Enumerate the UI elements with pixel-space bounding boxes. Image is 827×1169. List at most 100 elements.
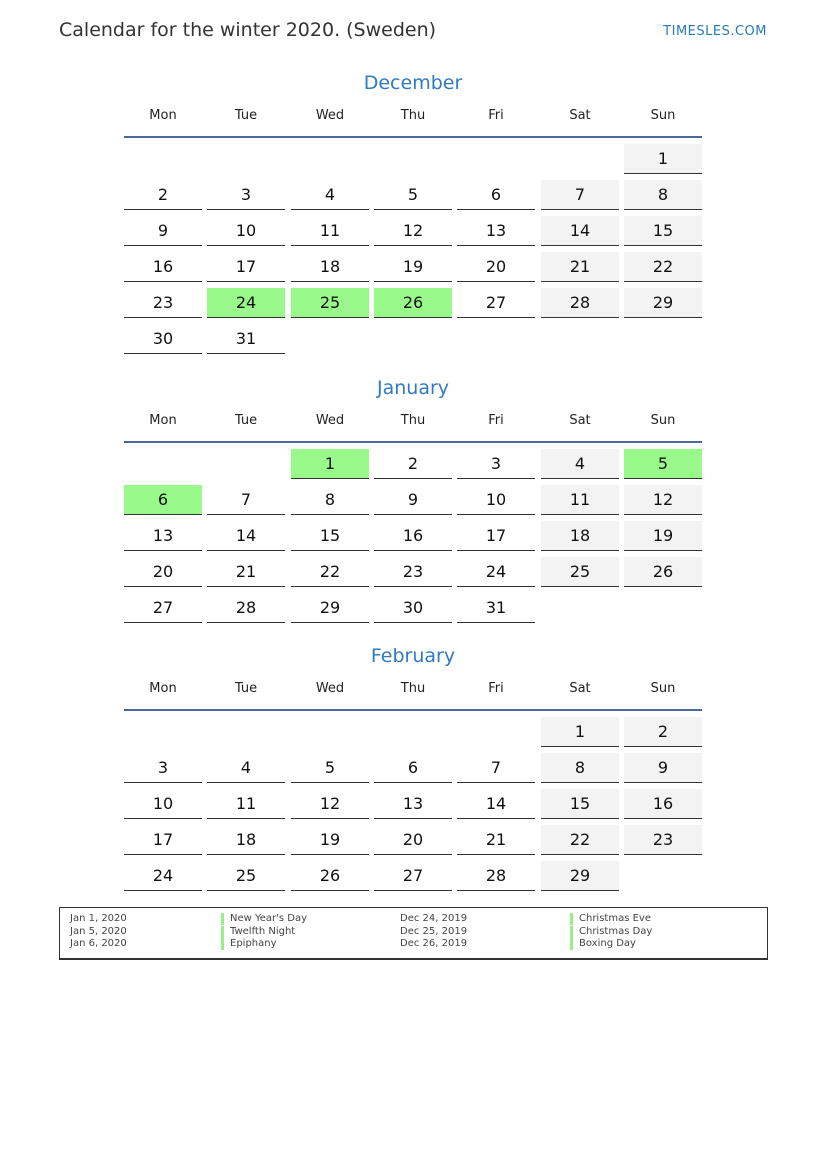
day-cell[interactable]: 5 (291, 753, 369, 783)
day-cell[interactable]: 17 (457, 521, 535, 551)
holiday-name: Epiphany (221, 938, 277, 950)
day-cell[interactable]: 5 (374, 180, 452, 210)
day-cell[interactable]: 12 (291, 789, 369, 819)
day-cell[interactable]: 29 (624, 288, 702, 318)
day-cell[interactable]: 19 (291, 825, 369, 855)
day-cell[interactable]: 13 (457, 216, 535, 246)
day-cell[interactable]: 12 (374, 216, 452, 246)
day-cell[interactable]: 11 (541, 485, 619, 515)
day-cell[interactable]: 16 (374, 521, 452, 551)
day-cell[interactable]: 11 (207, 789, 285, 819)
day-cell[interactable]: 8 (624, 180, 702, 210)
day-cell[interactable]: 24 (457, 557, 535, 587)
day-cell[interactable]: 19 (374, 252, 452, 282)
day-cell[interactable]: 21 (541, 252, 619, 282)
day-cell[interactable]: 30 (374, 593, 452, 623)
day-cell[interactable]: 29 (541, 861, 619, 891)
day-cell[interactable]: 15 (541, 789, 619, 819)
day-cell[interactable]: 9 (624, 753, 702, 783)
day-cell[interactable]: 20 (124, 557, 202, 587)
day-cell[interactable]: 27 (374, 861, 452, 891)
day-cell[interactable]: 13 (124, 521, 202, 551)
day-cell[interactable]: 22 (624, 252, 702, 282)
day-cell[interactable]: 22 (541, 825, 619, 855)
day-cell[interactable]: 6 (457, 180, 535, 210)
brand-link[interactable]: TIMESLES.COM (663, 24, 767, 39)
day-cell[interactable]: 7 (457, 753, 535, 783)
weekday-header: Thu (400, 681, 426, 696)
day-cell[interactable]: 26 (624, 557, 702, 587)
day-cell[interactable]: 25 (207, 861, 285, 891)
day-cell[interactable]: 5 (624, 449, 702, 479)
day-cell[interactable]: 20 (457, 252, 535, 282)
day-cell[interactable]: 1 (291, 449, 369, 479)
day-cell[interactable]: 26 (374, 288, 452, 318)
day-cell[interactable]: 23 (624, 825, 702, 855)
day-cell[interactable]: 16 (124, 252, 202, 282)
day-cell[interactable]: 19 (624, 521, 702, 551)
day-cell[interactable]: 9 (124, 216, 202, 246)
day-cell[interactable]: 31 (207, 324, 285, 354)
day-cell[interactable]: 3 (457, 449, 535, 479)
day-cell[interactable]: 18 (207, 825, 285, 855)
day-cell[interactable]: 21 (457, 825, 535, 855)
holiday-name: Boxing Day (570, 938, 636, 950)
day-cell[interactable]: 28 (541, 288, 619, 318)
holiday-date: Jan 1, 2020 (70, 913, 127, 924)
day-cell[interactable]: 12 (624, 485, 702, 515)
day-cell[interactable]: 25 (541, 557, 619, 587)
day-cell[interactable]: 27 (457, 288, 535, 318)
page-title: Calendar for the winter 2020. (Sweden) (59, 19, 437, 41)
day-cell[interactable]: 3 (124, 753, 202, 783)
day-cell[interactable]: 27 (124, 593, 202, 623)
day-cell[interactable]: 2 (624, 717, 702, 747)
day-cell[interactable]: 6 (124, 485, 202, 515)
day-cell[interactable]: 21 (207, 557, 285, 587)
day-cell[interactable]: 2 (374, 449, 452, 479)
day-cell[interactable]: 22 (291, 557, 369, 587)
day-cell[interactable]: 24 (207, 288, 285, 318)
weekday-header: Tue (234, 681, 258, 696)
day-cell[interactable]: 15 (624, 216, 702, 246)
day-cell[interactable]: 20 (374, 825, 452, 855)
day-cell[interactable]: 8 (541, 753, 619, 783)
day-cell[interactable]: 9 (374, 485, 452, 515)
day-cell[interactable]: 31 (457, 593, 535, 623)
day-cell[interactable]: 18 (541, 521, 619, 551)
day-cell[interactable]: 23 (124, 288, 202, 318)
day-cell[interactable]: 7 (207, 485, 285, 515)
day-cell[interactable]: 17 (207, 252, 285, 282)
day-cell[interactable]: 6 (374, 753, 452, 783)
day-cell[interactable]: 10 (457, 485, 535, 515)
day-cell[interactable]: 28 (207, 593, 285, 623)
day-cell[interactable]: 3 (207, 180, 285, 210)
day-cell[interactable]: 28 (457, 861, 535, 891)
day-cell[interactable]: 10 (124, 789, 202, 819)
day-cell[interactable]: 7 (541, 180, 619, 210)
day-cell[interactable]: 29 (291, 593, 369, 623)
day-cell[interactable]: 25 (291, 288, 369, 318)
day-cell[interactable]: 18 (291, 252, 369, 282)
weekday-header: Wed (315, 681, 345, 696)
day-cell[interactable]: 15 (291, 521, 369, 551)
day-cell[interactable]: 26 (291, 861, 369, 891)
day-cell[interactable]: 30 (124, 324, 202, 354)
day-cell[interactable]: 1 (624, 144, 702, 174)
day-cell[interactable]: 14 (457, 789, 535, 819)
day-cell[interactable]: 4 (207, 753, 285, 783)
day-cell[interactable]: 14 (207, 521, 285, 551)
day-cell[interactable]: 1 (541, 717, 619, 747)
day-cell[interactable]: 16 (624, 789, 702, 819)
day-cell[interactable]: 4 (291, 180, 369, 210)
day-cell[interactable]: 2 (124, 180, 202, 210)
weekday-header: Mon (149, 108, 177, 123)
day-cell[interactable]: 23 (374, 557, 452, 587)
day-cell[interactable]: 8 (291, 485, 369, 515)
day-cell[interactable]: 10 (207, 216, 285, 246)
day-cell[interactable]: 17 (124, 825, 202, 855)
day-cell[interactable]: 4 (541, 449, 619, 479)
day-cell[interactable]: 14 (541, 216, 619, 246)
day-cell[interactable]: 11 (291, 216, 369, 246)
day-cell[interactable]: 24 (124, 861, 202, 891)
day-cell[interactable]: 13 (374, 789, 452, 819)
